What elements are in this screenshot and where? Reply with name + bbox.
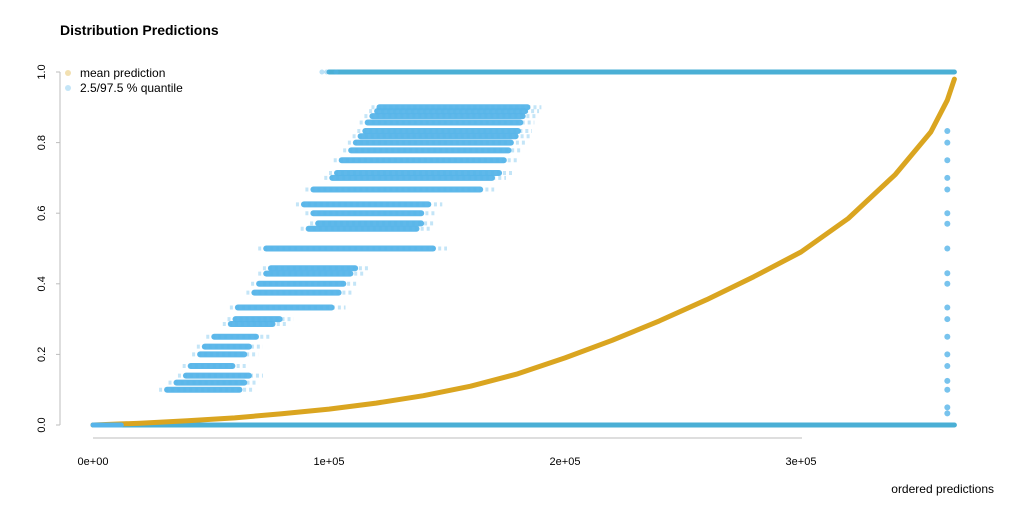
quantile-series (90, 69, 957, 428)
quantile-point (944, 351, 951, 358)
legend-label-mean: mean prediction (80, 66, 165, 80)
quantile-point (944, 127, 951, 134)
x-tick-label: 1e+05 (314, 456, 345, 468)
quantile-point (944, 386, 951, 393)
chart-title: Distribution Predictions (60, 22, 219, 38)
quantile-point (944, 404, 951, 411)
mean-prediction-series (90, 76, 957, 428)
quantile-point (944, 377, 951, 384)
legend: mean prediction 2.5/97.5 % quantile (65, 66, 183, 95)
quantile-point (944, 410, 951, 417)
quantile-point (333, 69, 339, 75)
quantile-point (944, 245, 951, 252)
quantile-point (944, 270, 951, 277)
x-tick-label: 3e+05 (786, 456, 817, 468)
quantile-point (944, 363, 951, 370)
quantile-point (944, 174, 951, 181)
quantile-point (324, 69, 330, 75)
y-tick-label: 0.4 (36, 276, 48, 291)
x-ticks: 0e+00 1e+05 2e+05 3e+05 (78, 456, 817, 468)
y-ticks: 0.0 0.2 0.4 0.6 0.8 1.0 (36, 64, 60, 433)
legend-label-quantile: 2.5/97.5 % quantile (80, 81, 183, 95)
x-axis-label: ordered predictions (891, 482, 994, 496)
quantile-point (944, 139, 951, 146)
quantile-point (944, 210, 951, 217)
quantile-point (944, 304, 951, 311)
mean-prediction-curve (90, 76, 957, 428)
y-tick-label: 0.6 (36, 206, 48, 221)
x-tick-label: 2e+05 (550, 456, 581, 468)
quantile-point (944, 280, 951, 287)
quantile-point (944, 316, 951, 323)
y-tick-label: 0.8 (36, 135, 48, 150)
quantile-point (944, 220, 951, 227)
quantile-point (944, 186, 951, 193)
legend-swatch-mean (65, 70, 71, 76)
quantile-point (944, 333, 951, 340)
quantile-point (944, 157, 951, 164)
y-tick-label: 0.2 (36, 347, 48, 362)
quantile-point (319, 69, 325, 75)
x-tick-label: 0e+00 (78, 456, 109, 468)
y-tick-label: 0.0 (36, 417, 48, 432)
y-tick-label: 1.0 (36, 64, 48, 79)
legend-swatch-quantile (65, 85, 71, 91)
